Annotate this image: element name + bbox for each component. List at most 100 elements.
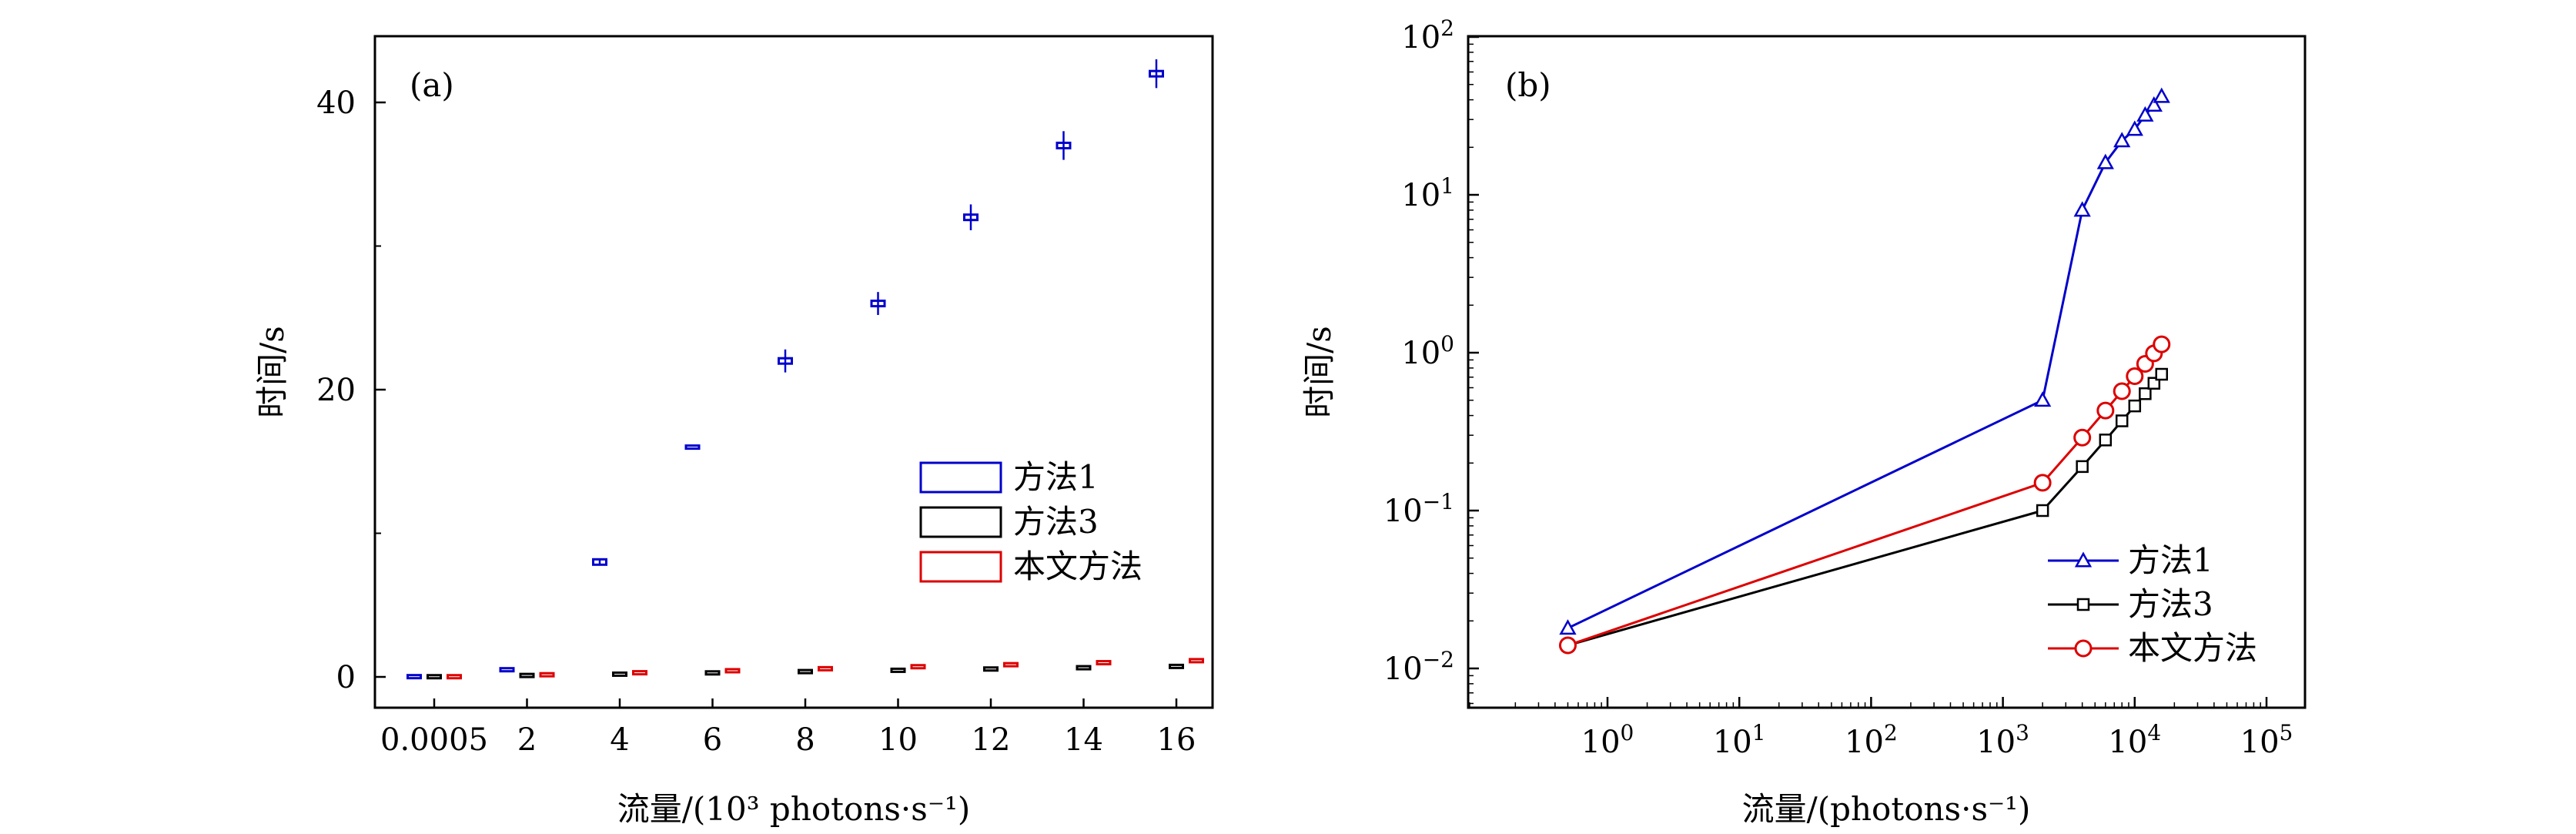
panel-b-point xyxy=(2073,201,2091,217)
panel-a-legend-label: 方法3 xyxy=(1013,503,1099,541)
panel-b-label: (b) xyxy=(1505,66,1551,104)
panel-b-y-ticks: 10−2 10−1 100 101 102 xyxy=(1383,15,1479,705)
panel-b-x-tick-label: 105 xyxy=(2240,720,2293,760)
panel-b: (b) 100 101 102 103 104 105 10−2 10−1 100 101 102… xyxy=(1300,15,2307,828)
panel-b-point xyxy=(1559,619,1577,635)
panel-b-y-tick-label: 101 xyxy=(1401,173,1454,213)
panel-a-x-tick-label: 14 xyxy=(1064,722,1103,758)
panel-a-x-tick-label: 10 xyxy=(878,722,918,758)
panel-a-legend-label: 本文方法 xyxy=(1013,548,1142,585)
panel-b-x-ticks: 100 101 102 103 104 105 xyxy=(1469,697,2293,760)
panel-a-box xyxy=(778,357,793,365)
panel-b-x-axis-label: 流量/(photons·s⁻¹) xyxy=(1742,790,2031,828)
panel-a-box xyxy=(1169,663,1184,669)
panel-a-frame xyxy=(373,35,1214,709)
panel-b-point xyxy=(2145,95,2163,112)
panel-a-box xyxy=(1149,69,1164,78)
panel-a-box xyxy=(798,668,813,675)
panel-a-box xyxy=(539,672,555,678)
panel-a-x-tick-label: 16 xyxy=(1157,722,1196,758)
panel-b-point xyxy=(2076,460,2089,474)
panel-a-x-tick-label: 6 xyxy=(703,722,722,758)
panel-a-box xyxy=(499,667,515,673)
panel-a-x-tick-label: 8 xyxy=(795,722,815,758)
panel-a-box xyxy=(983,666,999,672)
panel-b-frame xyxy=(1467,35,2307,709)
panel-a-x-tick-label: 12 xyxy=(972,722,1011,758)
panel-b-point xyxy=(2076,598,2090,611)
panel-b-legend-label: 本文方法 xyxy=(2128,629,2257,667)
panel-b-point xyxy=(2153,335,2171,353)
panel-b-point xyxy=(2099,434,2113,447)
panel-a-x-ticks: 0.0005 2 4 6 8 10 12 14 16 xyxy=(380,698,1196,758)
panel-a-y-ticks: 0 20 40 xyxy=(316,85,386,695)
panel-a-legend-label: 方法1 xyxy=(1013,458,1099,496)
panel-b-point xyxy=(2034,391,2052,407)
panel-a-box xyxy=(519,672,535,678)
panel-a-legend-swatch xyxy=(919,506,1002,538)
panel-a-box xyxy=(890,667,906,673)
panel-b-point xyxy=(2126,367,2144,385)
panel-b-point xyxy=(2096,401,2115,420)
panel-a-box xyxy=(427,674,442,680)
panel-b-y-tick-label: 10−1 xyxy=(1383,489,1454,529)
panel-a-box xyxy=(447,674,462,680)
panel-a-box xyxy=(592,558,607,566)
panel-b-point xyxy=(2033,474,2052,492)
panel-b-x-tick-label: 100 xyxy=(1581,720,1634,760)
panel-b-point xyxy=(2113,382,2131,400)
panel-a-x-axis-label: 流量/(10³ photons·s⁻¹) xyxy=(617,790,970,828)
panel-a-box xyxy=(963,213,979,222)
panel-a-x-tick-label: 0.0005 xyxy=(380,722,488,758)
panel-a-box xyxy=(632,670,647,676)
panel-b-marks xyxy=(1558,87,2171,655)
panel-a-legend: 方法1 方法3 本文方法 xyxy=(919,458,1142,585)
panel-a-y-tick-label: 20 xyxy=(316,373,356,408)
panel-b-y-axis-label: 时间/s xyxy=(1300,326,1338,418)
panel-b-point xyxy=(2074,639,2093,658)
panel-a-legend-swatch xyxy=(919,551,1002,583)
panel-b-point xyxy=(2073,428,2092,447)
panel-b-legend-label: 方法3 xyxy=(2128,585,2213,623)
panel-a-x-tick-label: 2 xyxy=(517,722,537,758)
panel-a-legend-swatch xyxy=(919,461,1002,494)
panel-b-point xyxy=(2115,414,2129,427)
panel-b-legend-label: 方法1 xyxy=(2128,541,2213,579)
panel-b-point xyxy=(2153,87,2170,103)
panel-b-point xyxy=(2139,387,2152,400)
panel-b-point xyxy=(2126,120,2143,136)
panel-a-box xyxy=(612,671,627,677)
panel-a-y-tick-label: 40 xyxy=(316,85,356,121)
panel-a-box xyxy=(684,444,701,450)
panel-a-box xyxy=(1189,658,1204,664)
panel-b-point xyxy=(1558,636,1577,655)
panel-a-box xyxy=(1055,141,1072,149)
panel-b-point xyxy=(2113,132,2131,148)
panel-b-legend: 方法1 方法3 本文方法 xyxy=(2048,541,2257,667)
panel-b-point xyxy=(2155,367,2168,381)
panel-b-y-tick-label: 10−2 xyxy=(1383,647,1454,687)
panel-a-box xyxy=(1003,662,1019,668)
panel-b-point xyxy=(2096,153,2114,169)
panel-b-x-tick-label: 104 xyxy=(2108,720,2161,760)
panel-b-point xyxy=(2036,504,2049,517)
panel-a-box xyxy=(406,674,422,680)
panel-a-x-tick-label: 4 xyxy=(610,722,629,758)
panel-a-box xyxy=(818,665,833,672)
panel-b-point xyxy=(2128,399,2142,413)
panel-a-box xyxy=(870,300,886,308)
panel-a-box xyxy=(704,670,721,676)
panel-a-box xyxy=(910,664,926,670)
panel-a-marks xyxy=(406,59,1204,680)
panel-b-y-tick-label: 100 xyxy=(1401,331,1454,371)
panel-a-y-tick-label: 0 xyxy=(336,660,356,695)
panel-b-x-tick-label: 101 xyxy=(1713,720,1766,760)
panel-a-box xyxy=(1076,665,1092,671)
panel-a-box xyxy=(724,668,741,674)
panel-b-y-tick-label: 102 xyxy=(1401,15,1454,55)
panel-a: (a) 0.0005 2 4 6 8 10 12 14 16 0 20 40 流量/(10³ pho… xyxy=(253,35,1214,828)
panel-b-point xyxy=(2074,551,2093,568)
panel-b-x-tick-label: 103 xyxy=(1976,720,2029,760)
panel-b-point xyxy=(2136,106,2154,122)
